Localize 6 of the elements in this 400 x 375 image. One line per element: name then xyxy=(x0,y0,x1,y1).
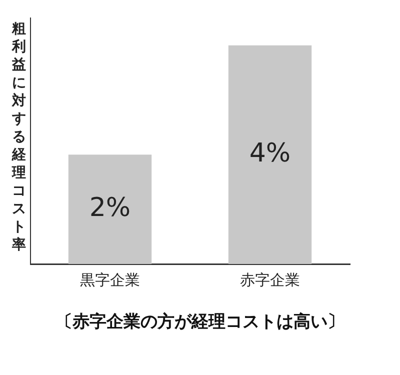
data-label: 2% xyxy=(89,193,131,224)
x-tick-label: 黒字企業 xyxy=(80,270,140,289)
data-label: 4% xyxy=(249,138,291,168)
text: 粗利益に対する経理コスト率 xyxy=(12,21,26,253)
x-tick-label: 赤字企業 xyxy=(240,270,300,289)
text: 〔赤字企業の方が経理コストは高い〕 xyxy=(54,311,346,333)
